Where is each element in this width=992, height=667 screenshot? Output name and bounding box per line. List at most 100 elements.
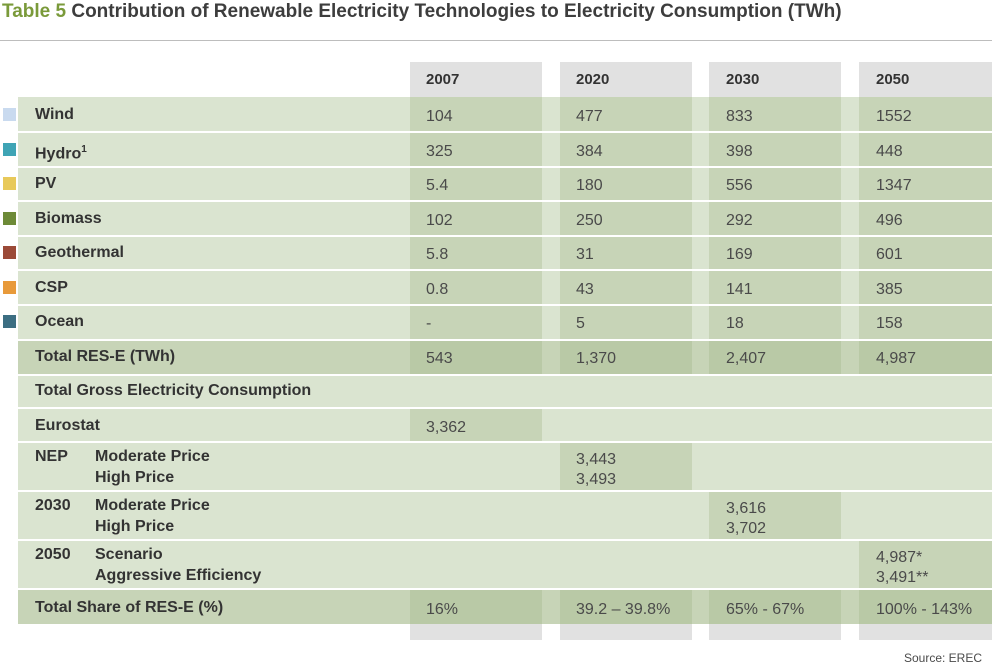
row-label-wind: Wind [35,106,74,123]
pv-2007: 5.4 [426,177,449,194]
pv-2030: 556 [726,177,753,194]
geothermal-2050: 601 [876,246,903,263]
row-label-csp: CSP [35,279,68,296]
ocean-color-swatch [3,315,16,328]
total-res-cell-2020 [560,340,692,375]
eurostat-2007: 3,362 [426,419,467,436]
total-res-cell-2050 [859,340,992,375]
row-separator [18,490,992,492]
row-label-2030: 2030 [35,497,71,514]
total-res-cell-2007 [410,340,542,375]
row-separator [18,304,992,306]
geothermal-2030: 169 [726,246,753,263]
ocean-2030: 18 [726,315,744,332]
row-separator [18,539,992,541]
column-header-2020: 2020 [576,71,610,88]
total-res-2030: 2,407 [726,350,767,367]
biomass-2020: 250 [576,212,603,229]
row-label-share: Total Share of RES-E (%) [35,599,224,616]
row-label-eurostat: Eurostat [35,417,100,434]
row-separator [18,200,992,202]
y2050-sub-scenario: Scenario [95,546,163,563]
biomass-color-swatch [3,212,16,225]
y2030-moderate: 3,616 [726,500,767,517]
row-separator [18,235,992,237]
y2050-cell-bg [859,541,992,588]
wind-2030: 833 [726,108,753,125]
geothermal-color-swatch [3,246,16,259]
share-2007: 16% [426,601,459,618]
y2050-scenario: 4,987* [876,549,923,566]
csp-2050: 385 [876,281,903,298]
nep-2020-moderate: 3,443 [576,451,617,468]
column-header-2030: 2030 [726,71,760,88]
row-label-2050: 2050 [35,546,71,563]
hydro-2050: 448 [876,143,903,160]
row-separator [18,131,992,133]
row-label-geothermal: Geothermal [35,244,124,261]
geothermal-2007: 5.8 [426,246,449,263]
share-2050: 100% - 143% [876,601,973,618]
total-res-2007: 543 [426,350,453,367]
total-res-cell-2030 [709,340,841,375]
total-res-2020: 1,370 [576,350,617,367]
ocean-2020: 5 [576,315,585,332]
row-separator [18,374,992,376]
wind-2007: 104 [426,108,453,125]
row-label-pv: PV [35,175,57,192]
geothermal-2020: 31 [576,246,594,263]
hydro-label-text: Hydro [35,145,82,163]
eurostat-cell-bg [410,409,542,442]
hydro-2007: 325 [426,143,453,160]
share-cell-2050 [859,590,992,624]
share-2020: 39.2 – 39.8% [576,601,671,618]
share-cell-2030 [709,590,841,624]
wind-2050: 1552 [876,108,912,125]
total-res-2050: 4,987 [876,350,917,367]
wind-color-swatch [3,108,16,121]
csp-2007: 0.8 [426,281,449,298]
y2030-high: 3,702 [726,520,767,537]
row-label-nep: NEP [35,448,68,465]
row-separator [18,588,992,590]
biomass-2050: 496 [876,212,903,229]
share-cell-2007 [410,590,542,624]
share-cell-2020 [560,590,692,624]
row-separator [18,269,992,271]
biomass-2030: 292 [726,212,753,229]
biomass-2007: 102 [426,212,453,229]
pv-2050: 1347 [876,177,912,194]
row-separator [18,166,992,168]
hydro-footnote-mark: 1 [81,144,87,155]
nep-sub-high: High Price [95,469,175,486]
row-label-biomass: Biomass [35,210,102,227]
csp-2020: 43 [576,281,594,298]
y2030-sub-high: High Price [95,518,175,535]
nep-2020-high: 3,493 [576,471,617,488]
row-label-gross-consumption: Total Gross Electricity Consumption [35,382,312,399]
row-separator [18,339,992,341]
ocean-2007: - [426,315,432,332]
share-2030: 65% - 67% [726,601,805,618]
csp-2030: 141 [726,281,753,298]
csp-color-swatch [3,281,16,294]
source-note: Source: EREC [903,651,982,665]
hydro-2030: 398 [726,143,753,160]
table-title-text: Contribution of Renewable Electricity Te… [71,1,842,22]
y2030-sub-moderate: Moderate Price [95,497,210,514]
column-header-2007: 2007 [426,71,460,88]
nep-cell-bg [560,443,692,490]
table-number: Table 5 [2,1,67,22]
y2050-aggressive: 3,491** [876,569,929,586]
pv-2020: 180 [576,177,603,194]
y2050-sub-aggressive: Aggressive Efficiency [95,567,262,584]
row-label-ocean: Ocean [35,313,84,330]
ocean-2050: 158 [876,315,903,332]
wind-2020: 477 [576,108,603,125]
y2030-cell-bg [709,492,841,539]
nep-sub-moderate: Moderate Price [95,448,210,465]
row-separator [18,407,992,409]
table-title: Table 5 Contribution of Renewable Electr… [2,0,842,26]
pv-color-swatch [3,177,16,190]
row-label-total-res: Total RES-E (TWh) [35,348,176,365]
